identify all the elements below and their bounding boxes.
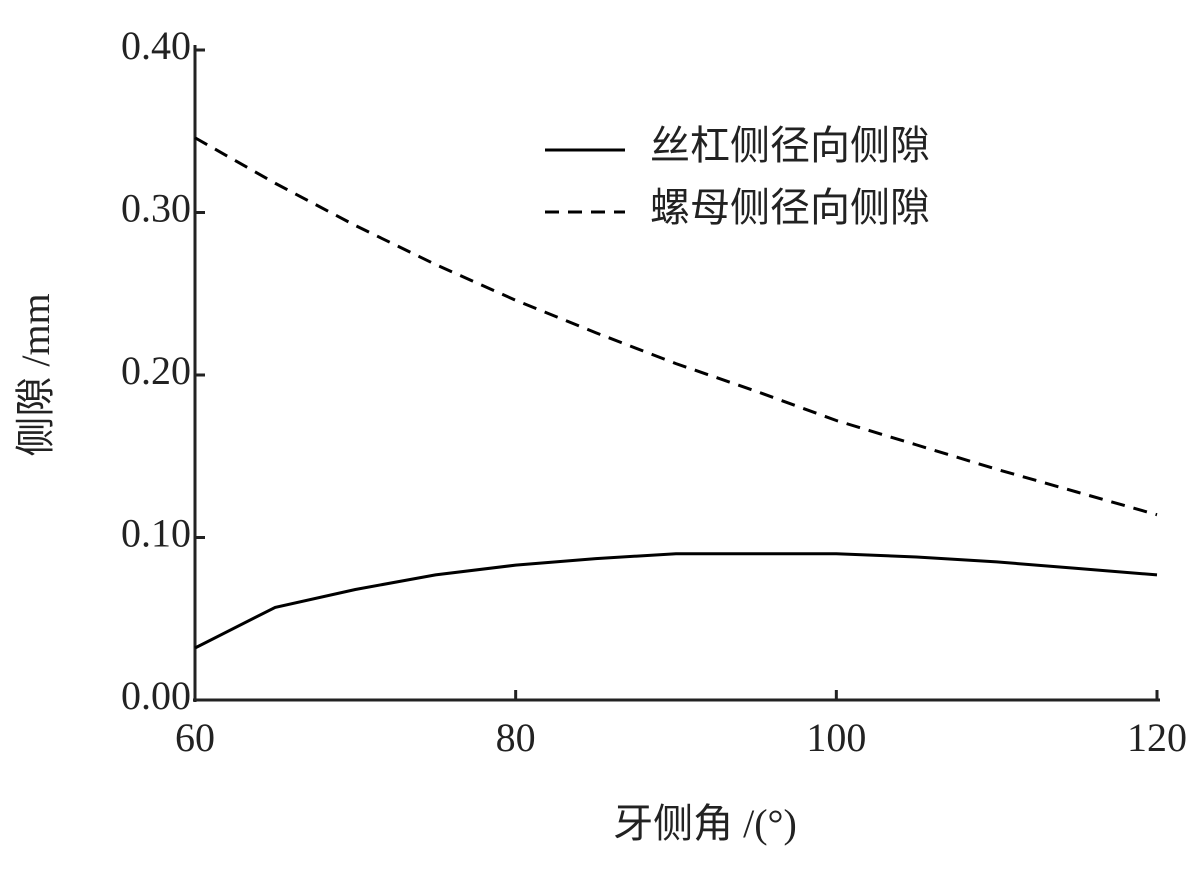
legend-label: 丝杠侧径向侧隙 [650, 123, 930, 168]
legend-label: 螺母侧径向侧隙 [650, 185, 930, 230]
x-tick-label: 120 [1127, 715, 1187, 760]
x-tick-label: 80 [496, 715, 536, 760]
x-axis-title: 牙侧角 /(°) [613, 801, 797, 846]
y-axis-title: 侧隙 /mm [13, 293, 58, 456]
y-tick-label: 0.40 [121, 23, 191, 68]
x-tick-label: 100 [806, 715, 866, 760]
x-tick-label: 60 [175, 715, 215, 760]
series-line [194, 552, 1158, 650]
y-tick-label: 0.30 [121, 186, 191, 231]
y-tick-label: 0.00 [121, 673, 191, 718]
series-line [194, 136, 1158, 517]
y-tick-label: 0.10 [121, 511, 191, 556]
y-tick-label: 0.20 [121, 348, 191, 393]
